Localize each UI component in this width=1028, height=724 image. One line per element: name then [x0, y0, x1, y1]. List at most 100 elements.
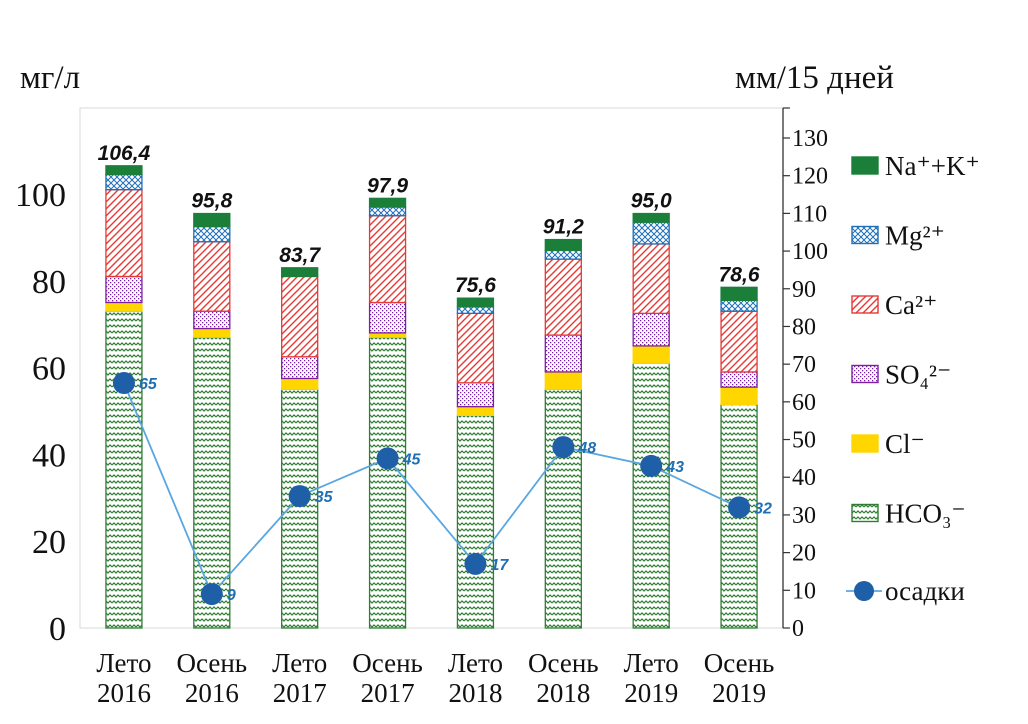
bar-segment-hco3 — [368, 336, 407, 629]
precipitation-value-label: 35 — [315, 489, 334, 506]
right-tick-label: 10 — [792, 578, 816, 604]
bar-segment-hco3 — [632, 362, 670, 629]
legend-label-hco3: HCO₃⁻ — [885, 499, 966, 529]
precipitation-point — [376, 447, 399, 470]
x-tick-label: Осень — [177, 648, 248, 678]
right-tick-label: 30 — [792, 503, 816, 529]
x-tick-label: Лето — [624, 648, 679, 678]
precipitation-value-label: 45 — [402, 451, 422, 468]
bar-segment-so4 — [193, 310, 231, 330]
legend-label-nak: Na⁺+K⁺ — [885, 151, 980, 181]
bar-segment-ca — [105, 189, 143, 278]
bar-total-label: 83,7 — [279, 244, 321, 267]
bar-segment-hco3 — [105, 310, 143, 629]
x-tick-label: 2018 — [536, 678, 590, 708]
bar-segment-nak — [456, 297, 495, 308]
bar-segment-cl — [632, 345, 670, 364]
bar-segment-mg — [632, 221, 670, 245]
right-tick-label: 0 — [792, 616, 804, 642]
right-tick-label: 80 — [792, 314, 816, 340]
bar-segment-nak — [105, 165, 143, 176]
bar-segment-mg — [368, 206, 407, 217]
legend-label-mg: Mg²⁺ — [885, 221, 945, 251]
right-tick-label: 50 — [792, 428, 816, 454]
bar-segment-hco3 — [456, 414, 495, 629]
legend-swatch-cl — [851, 434, 879, 453]
bar-segment-ca — [193, 241, 231, 312]
x-tick-label: 2016 — [97, 678, 151, 708]
bar-segment-ca — [632, 243, 670, 315]
bar-segment-so4 — [720, 371, 758, 388]
legend-label-so4: SO₄²⁻ — [885, 360, 951, 390]
bar-segment-cl — [544, 371, 582, 390]
bar-segment-so4 — [281, 356, 319, 380]
left-tick-label: 40 — [32, 437, 66, 474]
bar-total-label: 78,6 — [719, 263, 760, 286]
x-tick-label: Лето — [96, 648, 151, 678]
legend-marker-precipitation — [854, 581, 874, 601]
right-tick-label: 130 — [792, 126, 828, 152]
legend-swatch-so4 — [851, 364, 879, 384]
bar-segment-mg — [720, 299, 758, 312]
bar-total-label: 95,8 — [191, 190, 232, 213]
x-tick-label: Лето — [448, 648, 503, 678]
bar-segment-ca — [368, 215, 407, 304]
bar-segment-mg — [105, 173, 143, 191]
bar-segment-nak — [281, 267, 319, 278]
precipitation-point — [288, 485, 311, 508]
right-tick-label: 70 — [792, 352, 816, 378]
bar-segment-hco3 — [544, 388, 582, 629]
right-tick-label: 60 — [792, 390, 816, 416]
legend-swatch-nak — [851, 156, 879, 175]
precipitation-point — [728, 496, 751, 519]
right-tick-label: 90 — [792, 277, 816, 303]
bar-segment-cl — [193, 327, 231, 338]
bar-segment-so4 — [105, 275, 143, 304]
left-tick-label: 80 — [32, 264, 66, 301]
right-tick-label: 100 — [792, 239, 828, 265]
bar-total-label: 75,6 — [455, 274, 496, 297]
precipitation-point — [112, 372, 135, 394]
right-tick-label: 20 — [792, 541, 816, 567]
precipitation-value-label: 43 — [665, 459, 684, 476]
bar-total-label: 91,2 — [543, 216, 584, 239]
bar-segment-nak — [632, 212, 670, 223]
bar-total-label: 106,4 — [98, 142, 151, 165]
bar-segment-so4 — [544, 334, 582, 373]
bar-segment-cl — [720, 386, 758, 406]
bar-segment-cl — [368, 332, 407, 338]
precipitation-point — [640, 454, 663, 477]
bar-segment-so4 — [368, 301, 407, 334]
bar-segment-nak — [544, 238, 582, 252]
bar-segment-mg — [456, 306, 495, 314]
bar-segment-cl — [105, 301, 143, 312]
precipitation-point — [552, 436, 575, 459]
bar-segment-so4 — [632, 312, 670, 347]
bar-segment-ca — [544, 258, 582, 336]
bar-segment-nak — [720, 286, 758, 301]
precipitation-value-label: 48 — [577, 440, 596, 457]
x-tick-label: Осень — [704, 648, 775, 678]
legend-label-cl: Cl⁻ — [885, 429, 925, 459]
right-axis-title: мм/15 дней — [735, 60, 894, 96]
x-tick-label: 2016 — [185, 678, 239, 708]
x-tick-label: 2018 — [448, 678, 502, 708]
bar-segment-nak — [193, 212, 231, 228]
left-tick-label: 100 — [15, 177, 66, 214]
bar-segment-ca — [456, 312, 495, 384]
left-tick-label: 0 — [49, 611, 66, 648]
precipitation-point — [200, 583, 223, 606]
bar-segment-cl — [456, 406, 495, 416]
bar-segment-nak — [368, 197, 407, 208]
legend-label-precipitation: осадки — [885, 576, 965, 606]
x-tick-label: 2017 — [273, 678, 327, 708]
right-tick-label: 120 — [792, 164, 828, 190]
x-tick-label: 2019 — [712, 678, 766, 708]
x-tick-label: 2017 — [361, 678, 415, 708]
right-tick-label: 40 — [792, 465, 816, 491]
left-tick-label: 60 — [32, 351, 66, 388]
legend-swatch-ca — [851, 295, 879, 314]
bar-total-label: 97,9 — [367, 174, 408, 197]
left-axis-title: мг/л — [20, 60, 81, 96]
